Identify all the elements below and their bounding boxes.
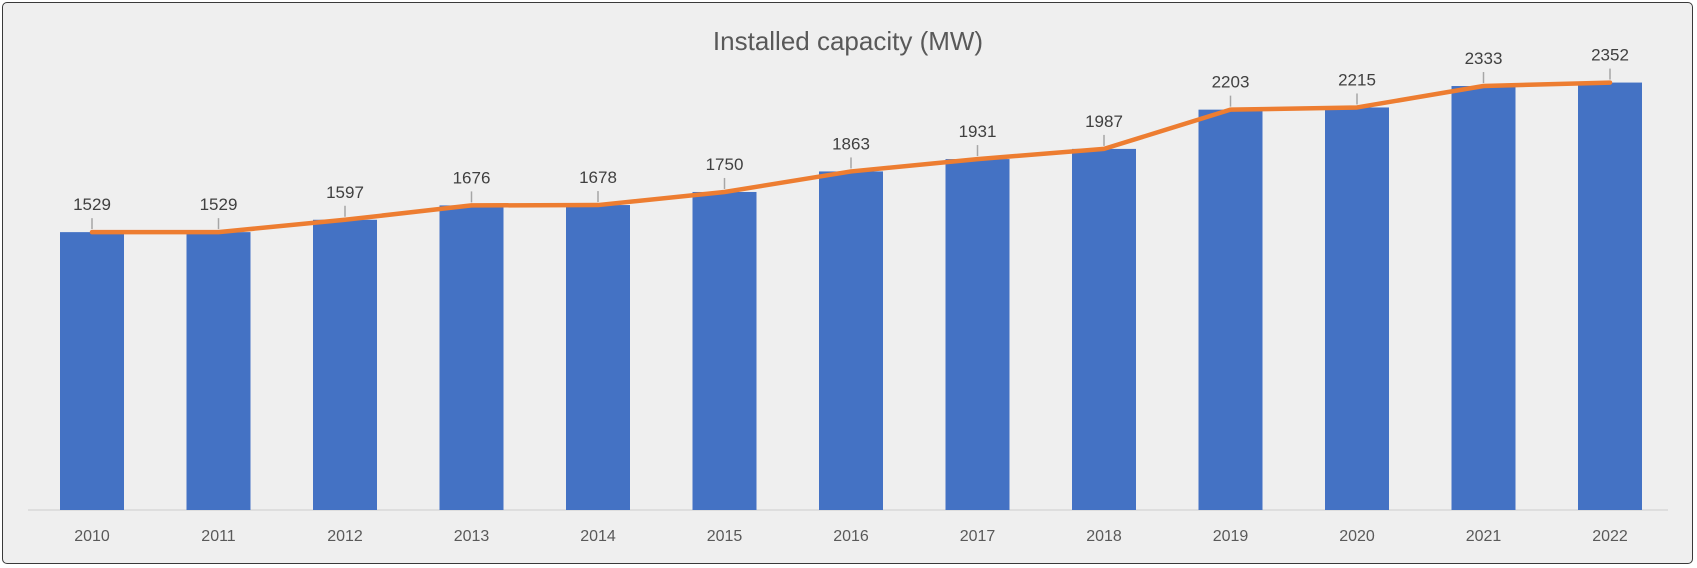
data-label-2019: 2203 xyxy=(1212,73,1250,92)
bar-2019 xyxy=(1198,109,1263,510)
x-tick-label-2010: 2010 xyxy=(74,528,110,545)
line-point-2021 xyxy=(1481,84,1486,89)
data-label-2013: 1676 xyxy=(453,168,491,187)
data-label-2021: 2333 xyxy=(1465,49,1503,68)
line-point-2015 xyxy=(722,189,727,194)
data-label-2015: 1750 xyxy=(706,155,744,174)
line-point-2022 xyxy=(1608,80,1612,85)
x-tick-label-2016: 2016 xyxy=(833,528,869,545)
bar-2022 xyxy=(1578,82,1642,511)
line-point-2014 xyxy=(596,203,600,208)
chart-title: Installed capacity (MW) xyxy=(713,26,983,56)
bar-2021 xyxy=(1451,86,1516,510)
line-point-2018 xyxy=(1102,146,1106,151)
line-point-2012 xyxy=(343,217,347,222)
x-tick-label-2022: 2022 xyxy=(1592,528,1628,545)
bar-2011 xyxy=(186,232,251,510)
bar-2012 xyxy=(313,219,377,511)
x-tick-label-2013: 2013 xyxy=(454,528,490,545)
line-point-2019 xyxy=(1228,107,1233,112)
data-label-2014: 1678 xyxy=(579,168,617,187)
data-label-2018: 1987 xyxy=(1085,112,1123,131)
x-tick-label-2015: 2015 xyxy=(707,528,743,545)
x-tick-label-2021: 2021 xyxy=(1466,528,1502,545)
data-label-2016: 1863 xyxy=(832,134,870,153)
bar-2014 xyxy=(566,205,630,510)
line-point-2013 xyxy=(469,203,474,208)
line-point-2020 xyxy=(1355,105,1359,110)
bar-2013 xyxy=(439,205,504,510)
data-label-2022: 2352 xyxy=(1591,46,1629,65)
line-point-2016 xyxy=(849,169,853,174)
x-tick-label-2012: 2012 xyxy=(327,528,363,545)
x-tick-label-2019: 2019 xyxy=(1213,528,1249,545)
line-point-2011 xyxy=(216,230,221,235)
data-label-2017: 1931 xyxy=(959,122,997,141)
x-tick-label-2020: 2020 xyxy=(1339,528,1375,545)
data-label-2020: 2215 xyxy=(1338,70,1376,89)
bar-2018 xyxy=(1072,148,1136,511)
x-tick-label-2018: 2018 xyxy=(1086,528,1122,545)
line-point-2010 xyxy=(90,230,94,235)
bar-2020 xyxy=(1325,107,1389,511)
bar-2015 xyxy=(692,191,757,510)
bar-2017 xyxy=(945,159,1010,510)
line-point-2017 xyxy=(975,157,980,162)
bar-2016 xyxy=(819,171,883,510)
bar-2010 xyxy=(60,232,124,510)
data-label-2012: 1597 xyxy=(326,183,364,202)
x-tick-label-2014: 2014 xyxy=(580,528,616,545)
x-tick-label-2017: 2017 xyxy=(960,528,996,545)
x-tick-label-2011: 2011 xyxy=(201,528,236,545)
data-label-2010: 1529 xyxy=(73,195,111,214)
data-label-2011: 1529 xyxy=(200,195,238,214)
